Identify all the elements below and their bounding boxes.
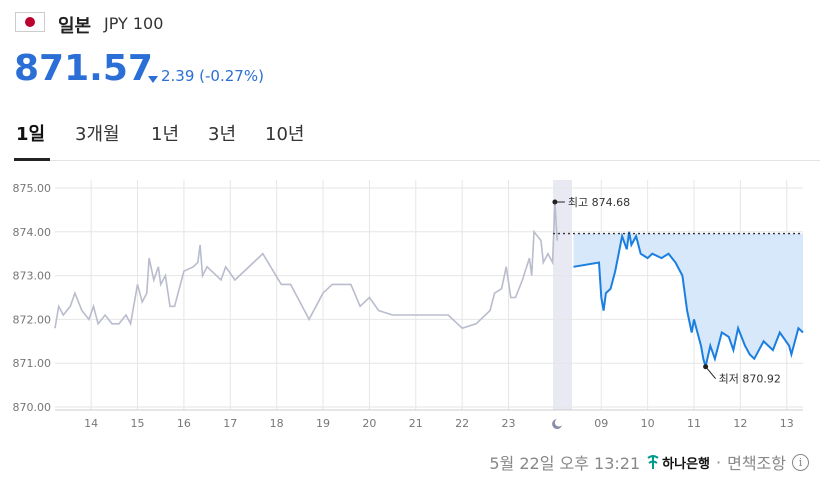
tab-divider (14, 160, 820, 161)
country-name: 일본 (58, 16, 92, 37)
bank-logo: 하나은행 (646, 453, 710, 472)
x-tick-label: 12 (733, 417, 747, 430)
annotation-label: 최저 870.92 (719, 373, 781, 386)
footer: 5월 22일 오후 13:21 하나은행 · 면책조항 i (489, 450, 809, 474)
disclaimer[interactable]: 면책조항 (727, 454, 786, 473)
x-tick-label: 14 (84, 417, 98, 430)
annotation-value: 874.68 (592, 196, 631, 209)
x-tick-label: 15 (131, 417, 145, 430)
tab-underline (14, 158, 50, 161)
separator: · (716, 452, 722, 472)
bank-name: 하나은행 (662, 456, 711, 472)
tab-3m[interactable]: 3개월 (75, 124, 120, 145)
annotation-name: 최고 (568, 196, 588, 209)
x-tick-label: 20 (362, 417, 376, 430)
y-tick-label: 873.00 (13, 270, 52, 283)
annotation-label: 최고 874.68 (568, 196, 630, 209)
x-tick-label: 13 (780, 417, 794, 430)
x-tick-label: 22 (455, 417, 469, 430)
timestamp: 5월 22일 오후 13:21 (489, 454, 641, 473)
x-tick-label: 23 (502, 417, 516, 430)
y-tick-label: 875.00 (13, 182, 52, 195)
price-change: 2.39 (-0.27%) (161, 67, 264, 85)
y-tick-label: 870.00 (13, 401, 52, 414)
bank-icon (647, 455, 659, 469)
currency-code: JPY 100 (104, 14, 164, 33)
annotation-leader (705, 366, 717, 380)
x-tick-label: 16 (177, 417, 191, 430)
y-tick-label: 874.00 (13, 226, 52, 239)
x-tick-label: 18 (270, 417, 284, 430)
annotation-value: 870.92 (742, 373, 781, 386)
tab-3y[interactable]: 3년 (208, 124, 237, 145)
price-line (573, 231, 804, 367)
x-tick-label: 19 (316, 417, 330, 430)
tab-10y[interactable]: 10년 (265, 124, 305, 145)
y-tick-label: 872.00 (13, 313, 52, 326)
x-tick-label: 17 (223, 417, 237, 430)
tab-1d[interactable]: 1일 (16, 124, 46, 145)
tab-1y[interactable]: 1년 (151, 124, 180, 145)
annotation-name: 최저 (719, 373, 739, 386)
area-fill (573, 231, 803, 367)
moon-icon (552, 419, 562, 429)
down-arrow (148, 76, 158, 83)
x-tick-label: 11 (687, 417, 701, 430)
x-tick-label: 10 (641, 417, 655, 430)
price: 871.57 (14, 48, 153, 89)
price-line (54, 201, 558, 330)
y-tick-label: 871.00 (13, 357, 52, 370)
flag (15, 12, 45, 32)
x-tick-label: 09 (594, 417, 608, 430)
chart: 870.00 871.00 872.00 873.00 874.00 875.00 14 15… (13, 180, 804, 430)
x-tick-label: 21 (409, 417, 423, 430)
info-icon[interactable]: i (792, 453, 809, 471)
